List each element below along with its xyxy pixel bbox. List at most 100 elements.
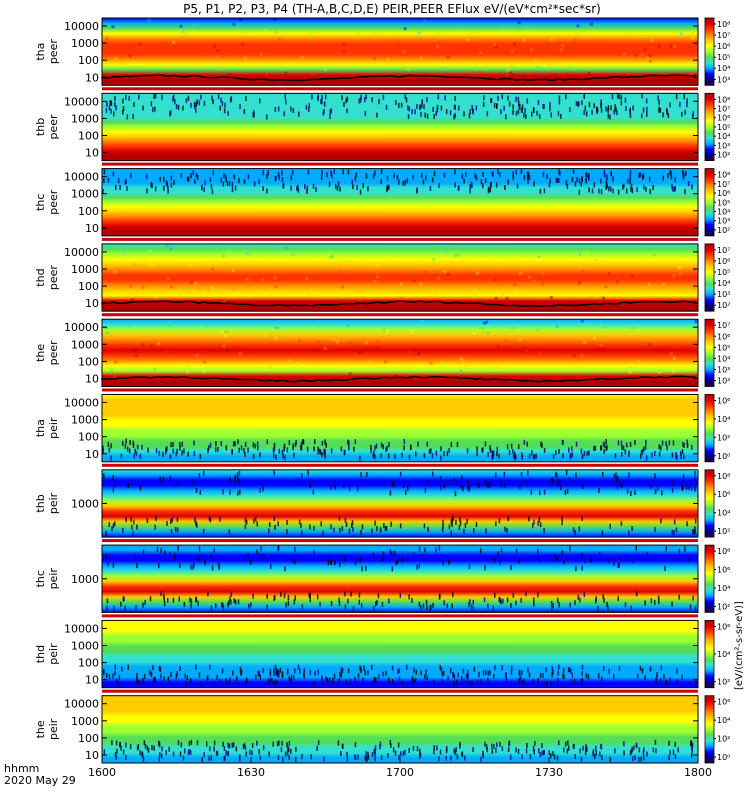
texture-mark [590, 557, 592, 563]
texture-mark [500, 109, 502, 115]
colorbar-tick-label: 10⁸ [717, 171, 730, 180]
texture-mark [366, 756, 368, 762]
texture-mark [521, 680, 524, 686]
texture-mark [666, 109, 668, 115]
texture-mark [658, 599, 660, 605]
texture-mark [534, 257, 538, 260]
texture-mark [136, 444, 139, 450]
texture-mark [528, 453, 531, 459]
texture-mark [234, 185, 237, 191]
texture-mark [278, 175, 280, 181]
texture-mark [106, 101, 108, 107]
texture-mark [486, 747, 488, 753]
texture-mark [637, 673, 639, 679]
texture-mark [565, 180, 568, 186]
texture-mark [446, 273, 450, 276]
texture-mark [330, 484, 332, 490]
texture-mark [187, 451, 189, 457]
texture-mark [391, 481, 394, 487]
texture-mark [572, 527, 575, 533]
texture-mark [380, 755, 383, 761]
texture-mark [419, 748, 421, 754]
texture-mark [491, 450, 494, 456]
texture-mark [224, 102, 226, 108]
texture-mark [540, 441, 542, 447]
texture-mark [460, 483, 463, 489]
panel-separator [102, 539, 698, 543]
texture-mark [449, 479, 451, 485]
texture-mark [416, 746, 419, 752]
texture-mark [478, 672, 480, 678]
spectrogram-texture [102, 664, 697, 687]
colorbar-tick-label: 10⁸ [717, 472, 730, 481]
texture-mark [674, 186, 676, 191]
texture-mark [384, 526, 387, 532]
texture-mark [222, 741, 224, 747]
texture-mark [512, 42, 516, 46]
texture-mark [449, 110, 452, 116]
colorbar-tick-label: 10² [717, 735, 730, 744]
texture-mark [327, 560, 329, 566]
texture-mark [142, 756, 145, 762]
texture-mark [372, 173, 375, 179]
texture-mark [297, 339, 301, 343]
texture-mark [553, 76, 557, 80]
texture-mark [142, 105, 144, 111]
texture-mark [273, 446, 276, 452]
texture-mark [539, 188, 542, 194]
texture-mark [635, 54, 638, 58]
texture-mark [254, 443, 256, 449]
colorbar-tick-label: 10² [717, 377, 730, 386]
texture-mark [485, 669, 487, 675]
texture-mark [361, 524, 364, 530]
texture-mark [396, 39, 400, 43]
y-axis-label-line: peer [47, 265, 60, 291]
texture-mark [579, 302, 583, 306]
texture-mark [484, 565, 486, 571]
texture-mark [654, 489, 657, 495]
texture-mark [222, 489, 224, 495]
texture-mark [693, 529, 695, 535]
colorbar-scale [704, 92, 715, 162]
texture-mark [287, 747, 290, 753]
texture-mark [656, 485, 659, 491]
texture-mark [206, 676, 209, 681]
texture-mark [221, 602, 223, 608]
texture-mark [374, 756, 376, 762]
texture-mark [297, 184, 299, 190]
y-tick-label: 10 [85, 373, 99, 386]
texture-mark [276, 668, 278, 674]
texture-mark [541, 750, 543, 756]
texture-mark [180, 173, 183, 179]
texture-mark [134, 349, 137, 353]
texture-mark [585, 172, 587, 177]
texture-mark [197, 600, 199, 606]
texture-mark [481, 327, 484, 330]
texture-mark [672, 44, 676, 48]
texture-mark [293, 675, 295, 681]
texture-mark [201, 185, 203, 191]
texture-mark [470, 181, 473, 187]
texture-mark [193, 562, 195, 568]
y-axis-label: thbpeer [34, 114, 60, 140]
texture-mark [429, 361, 433, 365]
texture-mark [232, 22, 236, 26]
texture-mark [400, 297, 403, 301]
texture-mark [244, 451, 246, 457]
texture-mark [380, 442, 383, 448]
texture-mark [528, 516, 530, 522]
texture-mark [471, 680, 473, 686]
colorbar-tick-label: 10² [717, 301, 730, 310]
texture-mark [195, 520, 197, 526]
texture-mark [546, 681, 548, 687]
texture-mark [253, 112, 255, 118]
colorbar-tick-label: 10⁵ [717, 53, 730, 62]
texture-mark [203, 187, 205, 193]
texture-mark [450, 530, 452, 536]
texture-mark [521, 480, 523, 486]
texture-mark [168, 746, 170, 752]
texture-mark [678, 594, 680, 600]
texture-mark [330, 559, 332, 565]
texture-mark [346, 96, 349, 102]
